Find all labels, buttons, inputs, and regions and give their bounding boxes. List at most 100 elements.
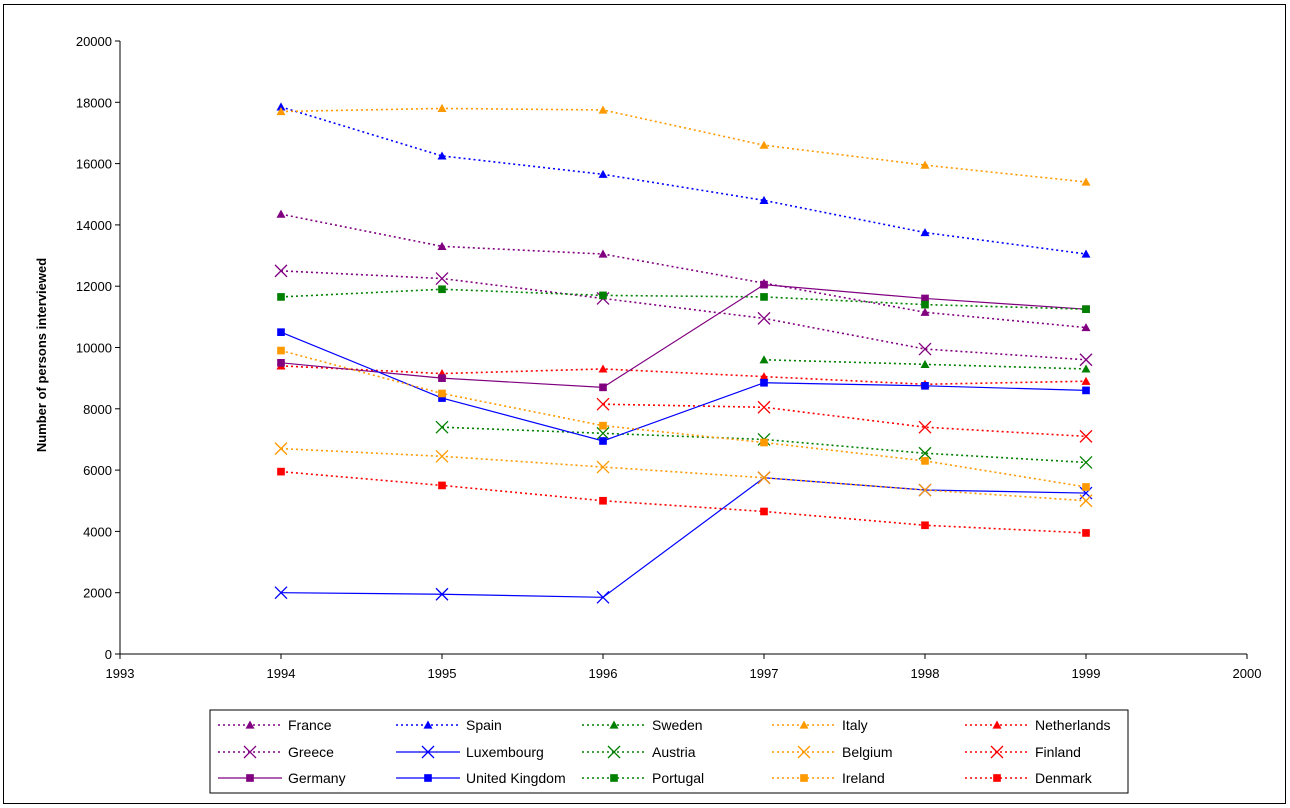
series-spain xyxy=(276,102,1091,258)
x-tick-label: 1999 xyxy=(1072,666,1101,681)
legend: France Spain Sweden Italy Netherlands Greece L… xyxy=(209,709,1129,794)
data-point-spain xyxy=(598,169,608,178)
series-portugal xyxy=(277,285,1090,314)
series-line-france xyxy=(280,213,1087,329)
data-point-sweden xyxy=(920,359,930,368)
legend-item-greece: Greece xyxy=(218,744,334,760)
legend-item-luxembourg: Luxembourg xyxy=(396,744,544,760)
data-point-luxembourg xyxy=(596,590,610,604)
chart-frame xyxy=(3,4,1286,804)
data-point-germany xyxy=(438,374,446,382)
y-tick-label: 4000 xyxy=(83,524,112,539)
data-point-germany xyxy=(760,280,768,289)
y-tick-label: 12000 xyxy=(76,279,112,294)
y-tick-label: 0 xyxy=(105,647,112,662)
series-line-portugal xyxy=(280,288,1087,310)
y-axis-title: Number of persons interviewed xyxy=(34,258,49,452)
data-point-greece xyxy=(918,342,932,356)
legend-item-austria: Austria xyxy=(582,744,696,760)
data-point-legend-france xyxy=(245,720,255,729)
series-belgium xyxy=(274,442,1093,508)
y-tick-label: 14000 xyxy=(76,218,112,233)
data-point-austria xyxy=(435,420,449,434)
series-luxembourg xyxy=(274,471,1093,604)
y-tick-label: 2000 xyxy=(83,586,112,601)
legend-label: Luxembourg xyxy=(466,744,544,760)
data-point-greece xyxy=(1079,353,1093,367)
data-point-netherlands xyxy=(759,372,769,381)
legend-label: Germany xyxy=(288,770,346,786)
series-line-finland xyxy=(602,403,1087,438)
data-point-legend-finland xyxy=(990,745,1004,759)
legend-label: Austria xyxy=(652,744,696,760)
x-tick-label: 2000 xyxy=(1233,666,1262,681)
data-point-ireland xyxy=(1082,483,1090,491)
data-point-france xyxy=(276,209,286,218)
data-point-luxembourg xyxy=(274,586,288,600)
legend-item-germany: Germany xyxy=(218,770,346,786)
data-point-ireland xyxy=(438,389,446,398)
data-point-legend-austria xyxy=(607,745,621,759)
series-italy xyxy=(276,103,1091,186)
y-tick-label: 10000 xyxy=(76,341,112,356)
data-point-belgium xyxy=(1079,494,1093,508)
legend-item-netherlands: Netherlands xyxy=(965,717,1111,733)
data-point-spain xyxy=(759,195,769,204)
data-point-legend-denmark xyxy=(993,774,1001,782)
legend-label: Denmark xyxy=(1035,770,1093,786)
series-line-belgium xyxy=(280,447,1087,502)
x-tick-label: 1997 xyxy=(750,666,779,681)
data-point-belgium xyxy=(757,471,771,485)
data-point-belgium xyxy=(435,449,449,463)
data-point-greece xyxy=(435,272,449,285)
data-point-legend-sweden xyxy=(609,720,619,729)
data-point-denmark xyxy=(599,496,607,505)
data-point-portugal xyxy=(921,300,929,309)
data-point-legend-germany xyxy=(246,774,254,782)
data-point-legend-luxembourg xyxy=(421,745,435,759)
data-point-spain xyxy=(276,102,286,111)
data-point-united-kingdom xyxy=(1082,386,1090,395)
data-point-legend-italy xyxy=(799,720,809,729)
data-point-france xyxy=(1081,323,1091,332)
legend-item-spain: Spain xyxy=(396,717,502,733)
legend-item-france: France xyxy=(218,717,332,733)
data-point-italy xyxy=(759,140,769,149)
data-point-ireland xyxy=(760,438,768,447)
data-point-luxembourg xyxy=(435,587,449,601)
legend-label: Ireland xyxy=(842,770,885,786)
legend-label: France xyxy=(288,717,332,733)
data-point-finland xyxy=(918,420,932,434)
data-point-france xyxy=(920,307,930,316)
legend-label: Italy xyxy=(842,717,868,733)
data-point-italy xyxy=(598,105,608,114)
data-point-italy xyxy=(920,160,930,169)
series-line-germany xyxy=(280,284,1087,388)
data-point-spain xyxy=(437,151,447,160)
legend-item-sweden: Sweden xyxy=(582,717,703,733)
series-sweden xyxy=(759,355,1091,373)
x-tick-label: 1998 xyxy=(911,666,940,681)
data-point-legend-portugal xyxy=(610,774,618,782)
series-finland xyxy=(596,397,1093,443)
data-point-finland xyxy=(1079,429,1093,443)
y-tick-label: 16000 xyxy=(76,157,112,172)
legend-label: Greece xyxy=(288,744,334,760)
data-point-austria xyxy=(596,426,610,440)
legend-label: Netherlands xyxy=(1035,717,1111,733)
series-line-luxembourg xyxy=(280,477,1087,598)
data-point-portugal xyxy=(599,291,607,300)
axes: 0 2000 4000 6000 8000 10000 12000 14000 16000 180… xyxy=(76,34,1262,681)
x-tick-label: 1995 xyxy=(428,666,457,681)
data-point-spain xyxy=(1081,249,1091,258)
data-point-united-kingdom xyxy=(277,328,285,336)
data-point-legend-ireland xyxy=(800,774,808,782)
data-point-belgium xyxy=(596,460,610,474)
series-line-denmark xyxy=(280,470,1087,534)
legend-label: Sweden xyxy=(652,717,703,733)
legend-label: Spain xyxy=(466,717,502,733)
legend-item-ireland: Ireland xyxy=(772,770,885,786)
data-point-italy xyxy=(1081,177,1091,186)
legend-item-united-kingdom: United Kingdom xyxy=(396,770,566,786)
series-line-ireland xyxy=(280,349,1087,488)
